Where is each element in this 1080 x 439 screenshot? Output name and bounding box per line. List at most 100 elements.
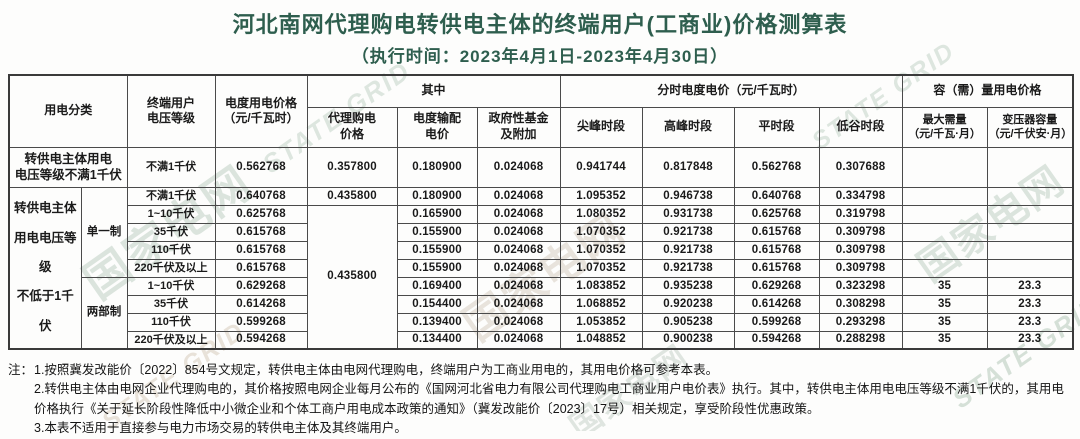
cell-energy-price: 0.594268 bbox=[214, 330, 308, 350]
cell-transformer-capacity bbox=[986, 146, 1074, 188]
cell-transformer-capacity: 23.3 bbox=[986, 276, 1074, 296]
cell-gov-funds: 0.024068 bbox=[476, 330, 561, 350]
table-row: 35千伏 0.614268 0.154400 0.024068 1.068852… bbox=[9, 294, 1074, 314]
cell-valley: 0.307688 bbox=[818, 146, 903, 188]
cell-flat: 0.594268 bbox=[733, 330, 820, 350]
cell-voltage: 35千伏 bbox=[126, 294, 216, 314]
cell-peak: 0.817848 bbox=[641, 146, 735, 188]
cell-energy-price: 0.615768 bbox=[214, 222, 308, 242]
cell-valley: 0.308298 bbox=[818, 294, 903, 314]
header-tou-group: 分时电度电价（元/千瓦时） bbox=[559, 74, 903, 108]
header-transformer-capacity: 变压器容量 （元/千伏安·月） bbox=[986, 106, 1074, 148]
cell-flat: 0.599268 bbox=[733, 312, 820, 332]
header-usage-category: 用电分类 bbox=[8, 74, 128, 148]
cell-valley: 0.323298 bbox=[818, 276, 903, 296]
cell-system-type: 两部制 bbox=[80, 276, 128, 350]
cell-peak: 0.900238 bbox=[641, 330, 735, 350]
cell-transmission-price: 0.134400 bbox=[396, 330, 478, 350]
cell-transformer-capacity bbox=[986, 240, 1074, 260]
cell-gov-funds: 0.024068 bbox=[476, 146, 561, 188]
table-row: 1~10千伏 0.625768 0.435800 0.165900 0.0240… bbox=[9, 204, 1074, 350]
header-voltage-level: 终端用户 电压等级 bbox=[126, 74, 216, 148]
cell-max-demand bbox=[901, 146, 988, 188]
cell-valley: 0.293298 bbox=[818, 312, 903, 332]
cell-valley: 0.319798 bbox=[818, 204, 903, 224]
cell-sharp-peak: 1.070352 bbox=[559, 258, 643, 278]
cell-sharp-peak: 1.048852 bbox=[559, 330, 643, 350]
cell-max-demand bbox=[901, 258, 988, 278]
header-row-2: 代理购电 价格 电度输配 电价 政府性基金 及附加 尖峰时段 高峰时段 平时段 … bbox=[9, 106, 1074, 148]
cell-voltage: 不满1千伏 bbox=[126, 146, 216, 188]
cell-max-demand: 35 bbox=[901, 312, 988, 332]
cell-category: 转供电主体用电 电压等级不满1千伏 bbox=[8, 146, 128, 188]
cell-transmission-price: 0.155900 bbox=[396, 258, 478, 278]
note-line-2: 2.转供电主体由电网企业代理购电的，其价格按照电网企业每月公布的《国网河北省电力… bbox=[34, 382, 1064, 416]
cell-voltage: 110千伏 bbox=[126, 240, 216, 260]
notes: 注： 1.按照冀发改能价〔2022〕854号文规定，转供电主体由电网代理购电，终… bbox=[8, 361, 1074, 439]
table-row: 两部制 1~10千伏 0.629268 0.169400 0.024068 1.… bbox=[9, 276, 1074, 350]
cell-voltage: 35千伏 bbox=[126, 222, 216, 242]
cell-peak: 0.920238 bbox=[641, 294, 735, 314]
cell-gov-funds: 0.024068 bbox=[476, 276, 561, 296]
cell-max-demand bbox=[901, 222, 988, 242]
cell-max-demand: 35 bbox=[901, 276, 988, 296]
cell-agent-price-merged: 0.435800 bbox=[306, 204, 398, 350]
note-line-3: 3.本表不适用于直接参与电力市场交易的转供电主体及其终端用户。 bbox=[34, 421, 407, 436]
cell-peak: 0.905238 bbox=[641, 312, 735, 332]
cell-flat: 0.625768 bbox=[733, 204, 820, 224]
cell-sharp-peak: 1.068852 bbox=[559, 294, 643, 314]
cell-energy-price: 0.615768 bbox=[214, 240, 308, 260]
header-transmission-price: 电度输配 电价 bbox=[396, 106, 478, 148]
table-row: 220千伏及以上 0.594268 0.134400 0.024068 1.04… bbox=[9, 330, 1074, 350]
cell-transmission-price: 0.155900 bbox=[396, 222, 478, 242]
cell-transmission-price: 0.154400 bbox=[396, 294, 478, 314]
cell-energy-price: 0.625768 bbox=[214, 204, 308, 224]
cell-max-demand: 35 bbox=[901, 294, 988, 314]
cell-transmission-price: 0.180900 bbox=[396, 186, 478, 206]
cell-energy-price: 0.614268 bbox=[214, 294, 308, 314]
cell-category: 转供电主体 用电电压等级 不低于1千伏 bbox=[8, 186, 82, 350]
cell-gov-funds: 0.024068 bbox=[476, 258, 561, 278]
cell-transformer-capacity: 23.3 bbox=[986, 312, 1074, 332]
header-max-demand: 最大需量 （元/千瓦·月） bbox=[901, 106, 988, 148]
cell-valley: 0.288298 bbox=[818, 330, 903, 350]
cell-transmission-price: 0.139400 bbox=[396, 312, 478, 332]
cell-voltage: 1~10千伏 bbox=[126, 204, 216, 224]
header-among-which: 其中 bbox=[306, 74, 561, 108]
cell-peak: 0.921738 bbox=[641, 258, 735, 278]
table-row: 110千伏 0.615768 0.155900 0.024068 1.07035… bbox=[9, 240, 1074, 260]
cell-peak: 0.946738 bbox=[641, 186, 735, 206]
cell-valley: 0.309798 bbox=[818, 222, 903, 242]
cell-transmission-price: 0.155900 bbox=[396, 240, 478, 260]
cell-energy-price: 0.599268 bbox=[214, 312, 308, 332]
header-agent-price: 代理购电 价格 bbox=[306, 106, 398, 148]
page-title: 河北南网代理购电转供电主体的终端用户(工商业)价格测算表 bbox=[232, 12, 848, 37]
cell-valley: 0.309798 bbox=[818, 240, 903, 260]
table-row: 220千伏及以上 0.615768 0.155900 0.024068 1.07… bbox=[9, 258, 1074, 278]
cell-gov-funds: 0.024068 bbox=[476, 186, 561, 206]
cell-transmission-price: 0.169400 bbox=[396, 276, 478, 296]
cell-valley: 0.334798 bbox=[818, 186, 903, 206]
cell-sharp-peak: 1.095352 bbox=[559, 186, 643, 206]
cell-energy-price: 0.615768 bbox=[214, 258, 308, 278]
cell-gov-funds: 0.024068 bbox=[476, 312, 561, 332]
cell-max-demand bbox=[901, 240, 988, 260]
cell-energy-price: 0.640768 bbox=[214, 186, 308, 206]
cell-peak: 0.921738 bbox=[641, 222, 735, 242]
cell-sharp-peak: 0.941744 bbox=[559, 146, 643, 188]
cell-transmission-price: 0.165900 bbox=[396, 204, 478, 224]
header-gov-funds: 政府性基金 及附加 bbox=[476, 106, 561, 148]
header-energy-price: 电度用电价格 （元/千瓦时） bbox=[214, 74, 308, 148]
header-capacity-group: 容（需）量用电价格 bbox=[901, 74, 1074, 108]
header-row-1: 用电分类 终端用户 电压等级 电度用电价格 （元/千瓦时） 其中 分时电度电价（… bbox=[8, 74, 1074, 148]
cell-peak: 0.931738 bbox=[641, 204, 735, 224]
cell-system-type: 单一制 bbox=[80, 186, 128, 278]
cell-voltage: 220千伏及以上 bbox=[126, 258, 216, 278]
cell-gov-funds: 0.024068 bbox=[476, 222, 561, 242]
cell-sharp-peak: 1.080352 bbox=[559, 204, 643, 224]
cell-sharp-peak: 1.053852 bbox=[559, 312, 643, 332]
header-sharp-peak: 尖峰时段 bbox=[559, 106, 643, 148]
header-peak: 高峰时段 bbox=[641, 106, 735, 148]
cell-agent-price: 0.357800 bbox=[306, 146, 398, 188]
cell-flat: 0.629268 bbox=[733, 276, 820, 296]
